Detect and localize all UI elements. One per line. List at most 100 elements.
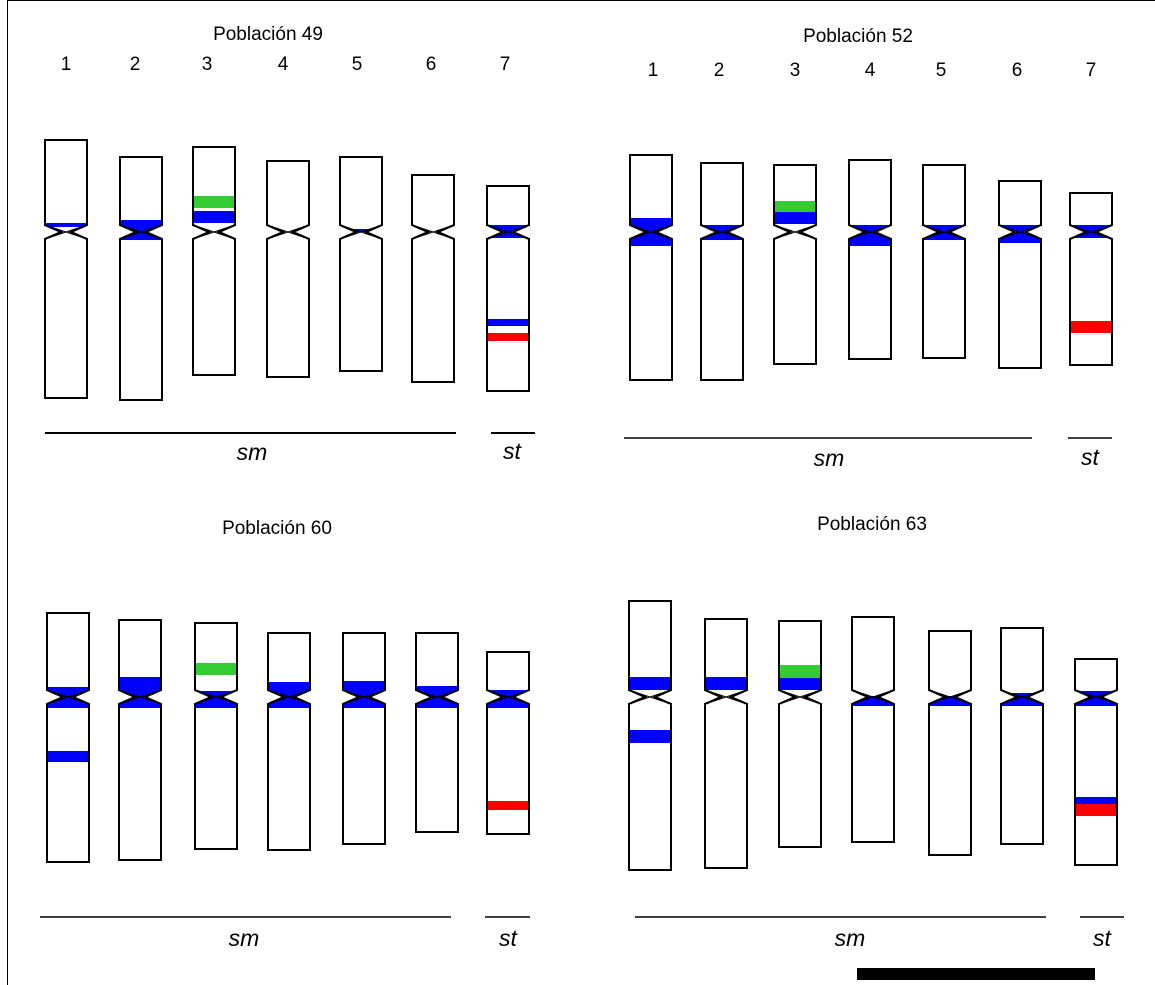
st-group-label: st xyxy=(1093,925,1113,951)
centromere-2 xyxy=(700,224,744,240)
chromosome-5 xyxy=(339,156,383,372)
chromosome-7 xyxy=(486,185,530,392)
blue-band-chromosome-4 xyxy=(268,682,310,708)
chromosome-7 xyxy=(1069,192,1113,366)
centromere-4 xyxy=(267,689,311,705)
sm-group-label: sm xyxy=(835,925,866,951)
blue-band-chromosome-6 xyxy=(1001,693,1043,706)
chromosome-4 xyxy=(851,616,895,843)
red-band-chromosome-7 xyxy=(487,333,529,341)
chromosome-number: 6 xyxy=(426,54,437,75)
chromosome-6 xyxy=(415,632,459,833)
chromosome-5-outline xyxy=(922,164,966,359)
blue-band-chromosome-1 xyxy=(47,751,89,762)
chromosome-3-outline xyxy=(778,620,822,848)
centromere-3 xyxy=(194,689,238,705)
chromosome-7 xyxy=(1074,658,1118,866)
blue-band-chromosome-5 xyxy=(343,681,385,708)
centromere-7 xyxy=(1069,224,1113,240)
centromere-5 xyxy=(928,689,972,705)
chromosome-number: 3 xyxy=(202,54,213,75)
blue-band-chromosome-5 xyxy=(340,229,382,232)
panel-title-poblacion-60: Población 60 xyxy=(222,518,332,539)
chromosome-3 xyxy=(192,146,236,376)
centromere-1 xyxy=(628,689,672,705)
chromosome-5 xyxy=(342,632,386,845)
chromosome-4-outline xyxy=(848,159,892,360)
chromosome-3 xyxy=(194,622,238,850)
green-band-chromosome-3 xyxy=(195,663,237,675)
centromere-5 xyxy=(922,224,966,240)
centromere-4 xyxy=(848,224,892,240)
chromosome-2-outline xyxy=(118,619,162,861)
centromere-2 xyxy=(119,224,163,240)
st-group-label: st xyxy=(1081,444,1101,470)
blue-band-chromosome-1 xyxy=(45,223,87,227)
red-band-chromosome-7 xyxy=(487,801,529,810)
centromere-5 xyxy=(339,224,383,240)
chromosomes xyxy=(44,139,1118,871)
chromosome-3-outline xyxy=(192,146,236,376)
centromere-3 xyxy=(773,224,817,240)
centromere-7 xyxy=(1074,689,1118,705)
st-group-label: st xyxy=(503,438,523,464)
green-band-chromosome-3 xyxy=(779,665,821,678)
chromosome-number: 5 xyxy=(352,54,363,75)
centromere-6 xyxy=(415,689,459,705)
chromosome-1 xyxy=(629,154,673,381)
red-band-chromosome-7 xyxy=(1075,804,1117,816)
chromosome-2 xyxy=(704,618,748,869)
chromosome-5-outline xyxy=(928,630,972,856)
centromere-5 xyxy=(342,689,386,705)
blue-band-chromosome-7 xyxy=(1075,797,1117,804)
chromosome-5 xyxy=(922,164,966,359)
chromosome-5-outline xyxy=(342,632,386,845)
chromosome-number: 5 xyxy=(936,60,947,81)
chromosome-1 xyxy=(46,612,90,863)
chromosome-4-outline xyxy=(851,616,895,843)
chromosome-number: 6 xyxy=(1012,60,1023,81)
sm-group-label: sm xyxy=(229,925,260,951)
blue-band-chromosome-3 xyxy=(779,678,821,690)
centromere-6 xyxy=(998,224,1042,240)
chromosome-number: 4 xyxy=(865,60,876,81)
centromere-2 xyxy=(118,689,162,705)
chromosome-3 xyxy=(773,164,817,365)
centromere-4 xyxy=(851,689,895,705)
chromosome-number: 7 xyxy=(500,54,511,75)
chromosome-4 xyxy=(848,159,892,360)
centromere-7 xyxy=(486,689,530,705)
panel-title-poblacion-63: Población 63 xyxy=(817,514,927,535)
chromosome-3-outline xyxy=(194,622,238,850)
centromere-1 xyxy=(46,689,90,705)
chromosome-2-outline xyxy=(700,162,744,381)
green-band-chromosome-3 xyxy=(193,196,235,208)
centromere-7 xyxy=(486,224,530,240)
chromosome-7-outline xyxy=(1069,192,1113,366)
chromosome-number: 4 xyxy=(278,54,289,75)
centromere-2 xyxy=(704,689,748,705)
blue-band-chromosome-1 xyxy=(629,677,671,690)
blue-band-chromosome-2 xyxy=(705,677,747,690)
chromosome-1-outline xyxy=(628,600,672,871)
panel-title-poblacion-52: Población 52 xyxy=(803,26,913,47)
chromosome-7-outline xyxy=(1074,658,1118,866)
centromere-6 xyxy=(411,224,455,240)
sm-group-label: sm xyxy=(814,445,845,471)
chromosome-2 xyxy=(119,156,163,401)
chromosome-number: 2 xyxy=(130,54,141,75)
chromosome-6 xyxy=(411,174,455,383)
green-band-chromosome-3 xyxy=(774,201,816,212)
chromosome-6-outline xyxy=(415,632,459,833)
chromosome-6-outline xyxy=(1000,627,1044,845)
chromosome-2 xyxy=(118,619,162,861)
blue-band-chromosome-7 xyxy=(487,319,529,326)
red-band-chromosome-7 xyxy=(1070,321,1112,333)
chromosome-number: 1 xyxy=(648,60,659,81)
chromosome-1-outline xyxy=(46,612,90,863)
chromosome-number: 2 xyxy=(714,60,725,81)
chromosome-3 xyxy=(778,620,822,848)
chromosome-1-outline xyxy=(44,139,88,399)
chromosome-number: 3 xyxy=(790,60,801,81)
